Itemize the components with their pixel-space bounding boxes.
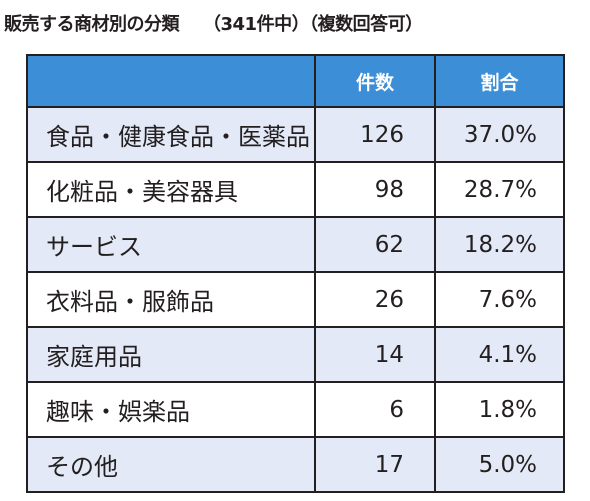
row-count: 126	[314, 106, 436, 163]
row-label: 衣料品・服飾品	[26, 271, 316, 328]
table-subtitle: （341件中）（複数回答可）	[203, 14, 423, 35]
row-label: その他	[26, 436, 316, 493]
row-count: 98	[314, 161, 436, 218]
row-percent: 18.2%	[434, 216, 565, 273]
table-title: 販売する商材別の分類	[4, 14, 180, 35]
header-count: 件数	[314, 54, 436, 108]
row-count: 62	[314, 216, 436, 273]
row-percent: 28.7%	[434, 161, 565, 218]
table-row: 衣料品・服飾品 26 7.6%	[26, 271, 565, 328]
table-row: 趣味・娯楽品 6 1.8%	[26, 381, 565, 438]
row-count: 26	[314, 271, 436, 328]
row-percent: 7.6%	[434, 271, 565, 328]
row-count: 17	[314, 436, 436, 493]
row-percent: 1.8%	[434, 381, 565, 438]
table-caption: 販売する商材別の分類 （341件中）（複数回答可）	[4, 8, 423, 38]
row-label: サービス	[26, 216, 316, 273]
row-label: 食品・健康食品・医薬品	[26, 106, 316, 163]
table-row: 食品・健康食品・医薬品 126 37.0%	[26, 106, 565, 163]
row-percent: 4.1%	[434, 326, 565, 383]
header-label-cell	[26, 54, 316, 108]
row-count: 6	[314, 381, 436, 438]
row-percent: 5.0%	[434, 436, 565, 493]
row-label: 化粧品・美容器具	[26, 161, 316, 218]
table-row: 家庭用品 14 4.1%	[26, 326, 565, 383]
row-count: 14	[314, 326, 436, 383]
row-percent: 37.0%	[434, 106, 565, 163]
header-row: 件数 割合	[26, 54, 565, 108]
table-row: その他 17 5.0%	[26, 436, 565, 493]
table-row: サービス 62 18.2%	[26, 216, 565, 273]
row-label: 趣味・娯楽品	[26, 381, 316, 438]
header-percent: 割合	[434, 54, 565, 108]
table-row: 化粧品・美容器具 98 28.7%	[26, 161, 565, 218]
sales-category-table: 件数 割合 食品・健康食品・医薬品 126 37.0% 化粧品・美容器具 98 …	[26, 54, 565, 493]
row-label: 家庭用品	[26, 326, 316, 383]
